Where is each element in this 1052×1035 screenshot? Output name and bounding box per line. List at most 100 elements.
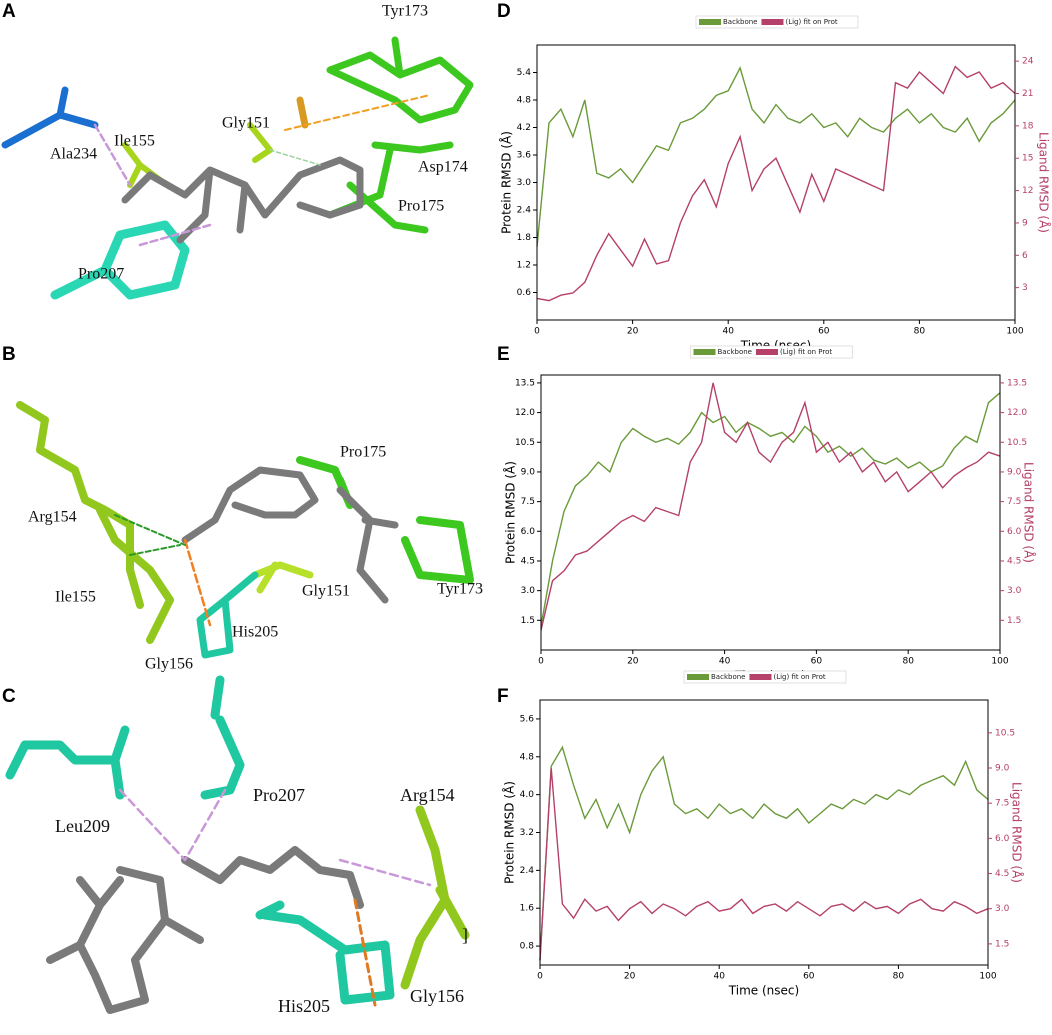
y2-tick-label: 21 bbox=[1022, 89, 1033, 99]
residue-label: Gly156 bbox=[410, 986, 464, 1006]
y-tick-label: 0.8 bbox=[520, 942, 535, 952]
y2-tick-label: 7.5 bbox=[1007, 497, 1021, 507]
y-tick-label: 3.2 bbox=[520, 828, 534, 838]
y2-tick-label: 9.0 bbox=[1007, 467, 1022, 477]
y-axis-label: Protein RMSD (Å) bbox=[499, 131, 514, 234]
y-tick-label: 5.6 bbox=[520, 714, 535, 724]
y2-tick-label: 10.5 bbox=[1007, 438, 1027, 448]
y-tick-label: 6.0 bbox=[521, 527, 536, 537]
y-tick-label: 10.5 bbox=[515, 438, 535, 448]
x-tick-label: 60 bbox=[803, 972, 815, 982]
y-tick-label: 4.5 bbox=[521, 556, 535, 566]
legend-label: (Lig) fit on Prot bbox=[773, 673, 825, 681]
residue-label: Arg154 bbox=[400, 785, 455, 805]
panel-label: B bbox=[2, 344, 16, 365]
y2-tick-label: 7.5 bbox=[995, 799, 1009, 809]
y2-tick-label: 1.5 bbox=[1007, 616, 1021, 626]
residue-label: Leu209 bbox=[55, 816, 110, 836]
residue-label: ] bbox=[462, 925, 468, 945]
residue-label: Pro175 bbox=[340, 444, 386, 461]
residue-label: Ile155 bbox=[114, 133, 155, 150]
legend-label: (Lig) fit on Prot bbox=[785, 18, 837, 26]
plot-frame bbox=[539, 699, 989, 966]
y2-tick-label: 12 bbox=[1022, 186, 1033, 196]
panel-label: C bbox=[2, 686, 16, 707]
panel-label: A bbox=[2, 1, 16, 22]
y2-tick-label: 9 bbox=[1022, 218, 1028, 228]
y2-tick-label: 13.5 bbox=[1007, 378, 1027, 388]
y2-tick-label: 12.0 bbox=[1007, 408, 1027, 418]
molecule-b bbox=[16, 401, 474, 659]
y-tick-label: 1.8 bbox=[517, 233, 532, 243]
series-line bbox=[540, 392, 1001, 627]
legend-label: Backbone bbox=[718, 348, 752, 356]
residue-label: Pro207 bbox=[78, 266, 124, 283]
x-tick-label: 20 bbox=[627, 327, 639, 337]
y-tick-label: 5.4 bbox=[517, 68, 532, 78]
x-tick-label: 40 bbox=[719, 657, 731, 667]
residue-label: Ile155 bbox=[55, 589, 96, 606]
y-tick-label: 1.2 bbox=[517, 261, 531, 271]
residue-label: His205 bbox=[278, 996, 330, 1016]
x-axis-label: Time (nsec) bbox=[728, 984, 799, 998]
x-tick-label: 100 bbox=[979, 972, 996, 982]
residue-label: Gly156 bbox=[145, 656, 193, 673]
residue-label: Asp174 bbox=[418, 159, 468, 176]
residue-label: Gly151 bbox=[222, 115, 270, 132]
y-tick-label: 3.6 bbox=[517, 151, 532, 161]
legend-swatch bbox=[687, 674, 709, 680]
molecule-c bbox=[5, 675, 470, 1014]
y2-axis-label: Ligand RMSD (Å) bbox=[1010, 782, 1025, 883]
residue-label: His205 bbox=[232, 624, 278, 641]
legend-swatch bbox=[749, 674, 772, 680]
y2-tick-label: 6 bbox=[1022, 251, 1028, 261]
x-tick-label: 40 bbox=[722, 327, 734, 337]
y-tick-label: 3.0 bbox=[517, 178, 532, 188]
plot-frame bbox=[536, 44, 1016, 321]
y-tick-label: 9.0 bbox=[521, 467, 536, 477]
y-tick-label: 4.8 bbox=[517, 96, 532, 106]
legend-label: Backbone bbox=[723, 18, 757, 26]
x-tick-label: 100 bbox=[991, 657, 1008, 667]
panel-label: F bbox=[497, 686, 509, 707]
x-tick-label: 20 bbox=[627, 657, 639, 667]
legend-swatch bbox=[755, 349, 778, 355]
legend-swatch bbox=[699, 19, 721, 25]
series-line bbox=[539, 767, 989, 961]
y-tick-label: 4.0 bbox=[520, 790, 535, 800]
residue-label: Pro207 bbox=[253, 785, 305, 805]
y-tick-label: 1.6 bbox=[520, 904, 535, 914]
y2-tick-label: 1.5 bbox=[995, 939, 1009, 949]
residue-label: Gly151 bbox=[302, 583, 350, 600]
residue-label: Tyr173 bbox=[437, 581, 483, 598]
y-tick-label: 2.4 bbox=[520, 866, 535, 876]
y2-tick-label: 6.0 bbox=[1007, 527, 1022, 537]
y-tick-label: 7.5 bbox=[521, 497, 535, 507]
y-tick-label: 13.5 bbox=[515, 378, 535, 388]
series-line bbox=[536, 66, 1016, 247]
y2-tick-label: 4.5 bbox=[1007, 556, 1021, 566]
panel-label: D bbox=[497, 1, 511, 22]
y-tick-label: 1.5 bbox=[521, 616, 535, 626]
x-tick-label: 60 bbox=[811, 657, 823, 667]
x-tick-label: 0 bbox=[537, 972, 543, 982]
legend-label: Backbone bbox=[711, 673, 745, 681]
x-tick-label: 80 bbox=[893, 972, 905, 982]
x-tick-label: 60 bbox=[818, 327, 830, 337]
y2-tick-label: 3.0 bbox=[1007, 586, 1022, 596]
y-tick-label: 12.0 bbox=[515, 408, 535, 418]
series-line bbox=[539, 745, 989, 961]
y-tick-label: 4.2 bbox=[517, 123, 531, 133]
y2-tick-label: 15 bbox=[1022, 154, 1033, 164]
panel-label: E bbox=[497, 344, 510, 365]
series-line bbox=[540, 382, 1001, 631]
x-tick-label: 80 bbox=[914, 327, 926, 337]
y2-axis-label: Ligand RMSD (Å) bbox=[1037, 132, 1052, 233]
y2-tick-label: 3 bbox=[1022, 283, 1028, 293]
series-line bbox=[536, 65, 1016, 302]
y2-tick-label: 4.5 bbox=[995, 869, 1009, 879]
y2-tick-label: 3.0 bbox=[995, 904, 1010, 914]
residue-label: Ala234 bbox=[50, 146, 97, 163]
legend-swatch bbox=[761, 19, 784, 25]
